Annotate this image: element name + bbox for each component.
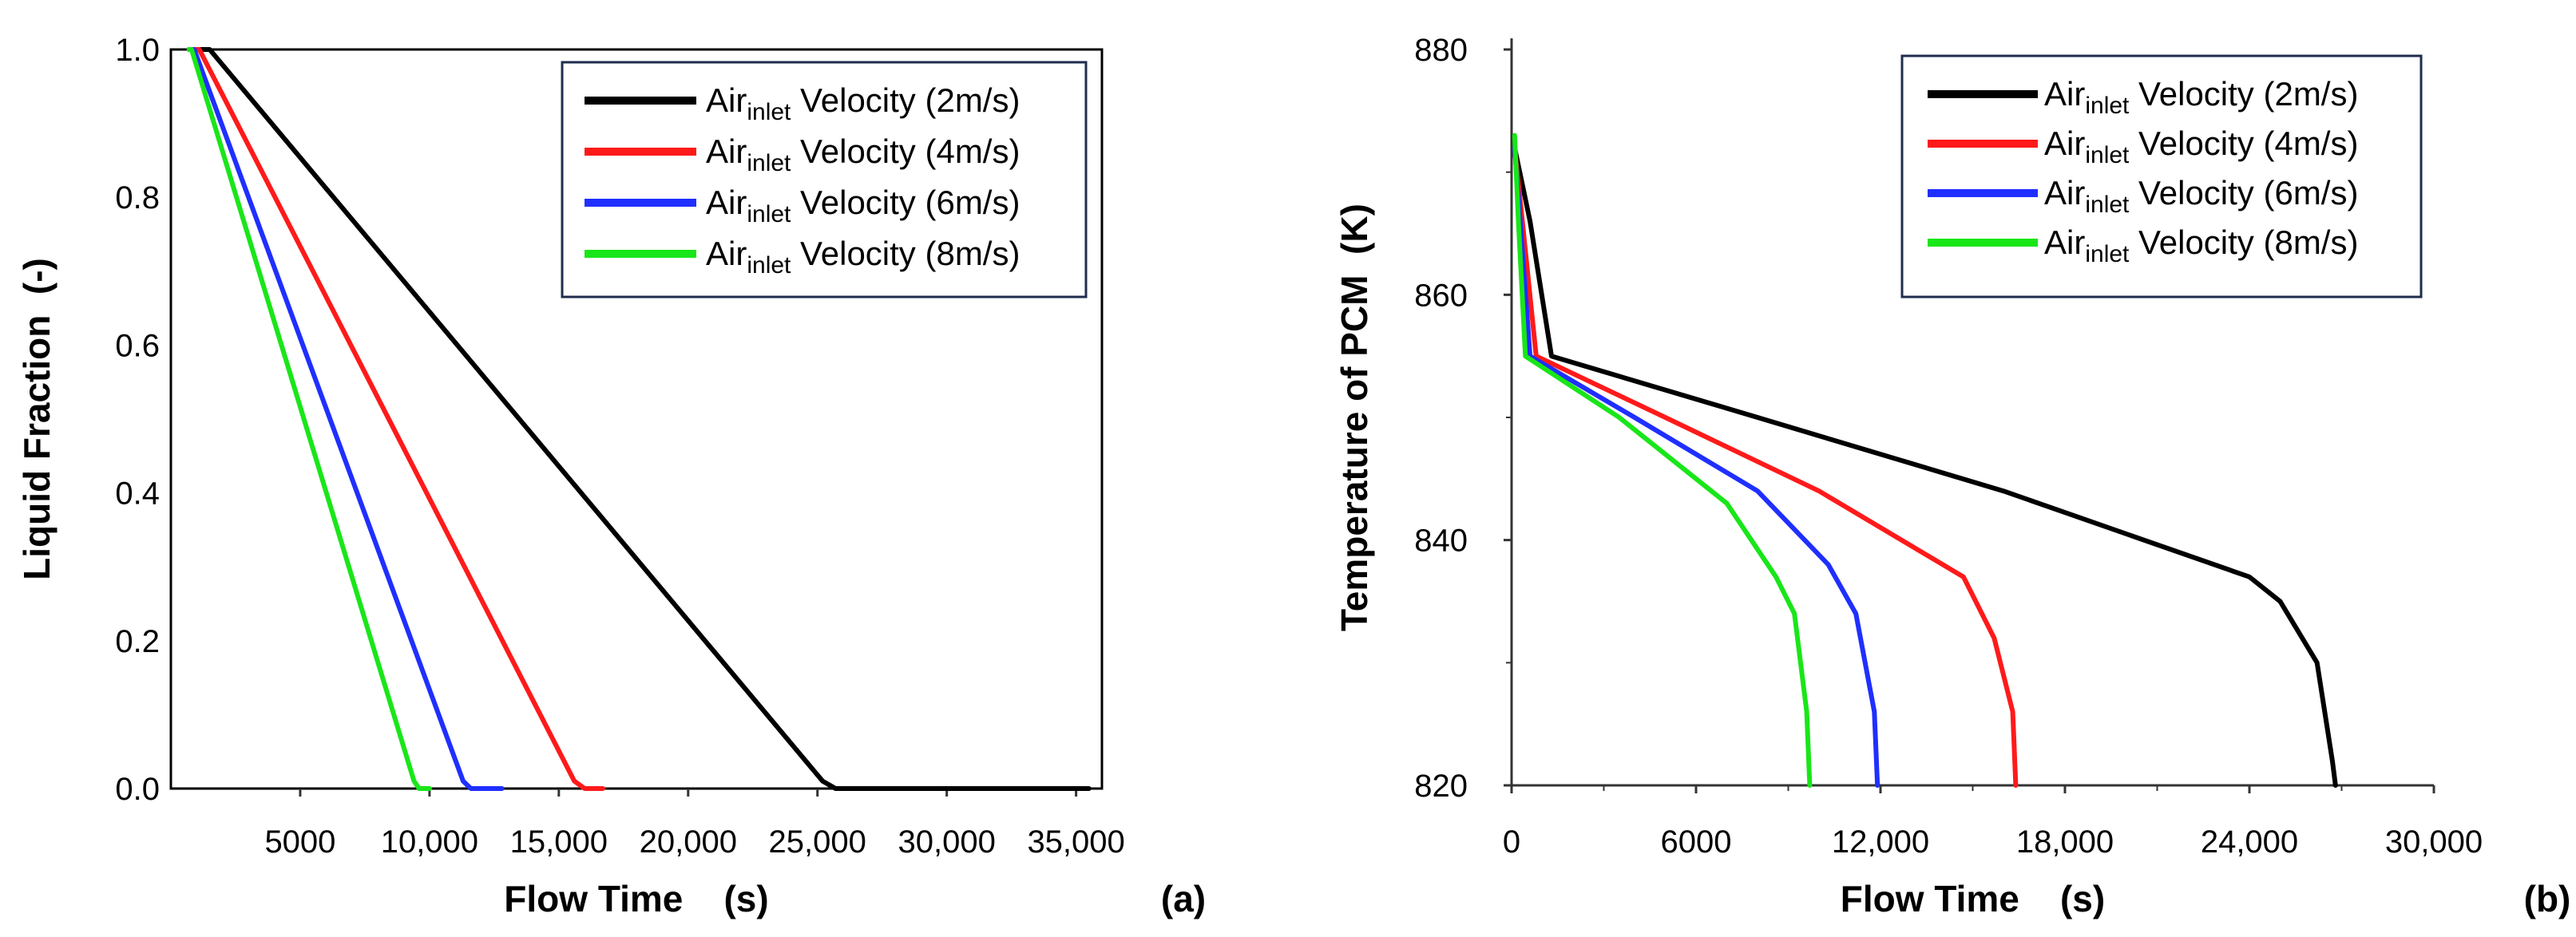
panel-label: (a) (1161, 878, 1206, 919)
x-tick-label: 24,000 (2201, 824, 2298, 860)
series-line (186, 47, 1092, 791)
x-tick-label: 35,000 (1027, 824, 1124, 860)
y-tick-label: 0.6 (115, 328, 160, 363)
x-tick-label: 12,000 (1832, 824, 1929, 860)
x-tick-label: 6000 (1661, 824, 1732, 860)
x-tick-label: 5000 (264, 824, 335, 860)
legend: Airinlet Velocity (2m/s) Airinlet Velocit… (1900, 54, 2423, 298)
y-tick-label: 1.0 (115, 33, 160, 68)
legend-entry: Airinlet Velocity (4m/s) (706, 132, 1020, 176)
legend-entry: Airinlet Velocity (2m/s) (706, 81, 1020, 125)
y-tick-label: 840 (1414, 524, 1468, 559)
x-axis-label: Flow Time (s) (504, 878, 768, 919)
series-line (1512, 144, 2019, 788)
y-tick-label: 0.4 (115, 476, 160, 512)
y-tick-label: 860 (1414, 278, 1468, 313)
y-tick-label: 0.0 (115, 772, 160, 807)
y-axis-label: Temperature of PCM (K) (1334, 204, 1375, 631)
panel-label: (b) (2524, 878, 2571, 919)
chart-panel-b: 820 840 860 880 0 6000 12,000 18,000 24,000 30,00… (1334, 33, 2570, 919)
x-tick-label: 25,000 (769, 824, 866, 860)
series-line (186, 47, 432, 791)
legend-entry: Airinlet Velocity (6m/s) (2044, 174, 2358, 218)
legend-entry: Airinlet Velocity (8m/s) (2044, 223, 2358, 267)
series-line (186, 47, 505, 791)
chart-panel-a: 0.0 0.2 0.4 0.6 0.8 1.0 5000 10,000 15,000 20,000… (16, 33, 1206, 919)
series-line (1512, 144, 2338, 788)
y-tick-label: 0.8 (115, 180, 160, 215)
y-tick-label: 0.2 (115, 624, 160, 659)
x-tick-label: 20,000 (640, 824, 737, 860)
series-line (1512, 132, 1813, 788)
x-tick-label: 18,000 (2016, 824, 2114, 860)
x-tick-label: 15,000 (510, 824, 608, 860)
legend-entry: Airinlet Velocity (6m/s) (706, 184, 1020, 227)
legend-entry: Airinlet Velocity (2m/s) (2044, 75, 2358, 119)
y-tick-label: 820 (1414, 769, 1468, 804)
x-tick-label: 30,000 (2385, 824, 2483, 860)
series-line (186, 47, 605, 791)
legend-entry: Airinlet Velocity (8m/s) (706, 235, 1020, 279)
y-tick-label: 880 (1414, 33, 1468, 68)
legend: Airinlet Velocity (2m/s) Airinlet Velocit… (561, 61, 1088, 298)
x-tick-label: 30,000 (898, 824, 995, 860)
x-tick-label: 10,000 (381, 824, 478, 860)
x-tick-label: 0 (1503, 824, 1520, 860)
series-line (1512, 144, 1880, 788)
plot-frame (169, 48, 1104, 790)
legend-entry: Airinlet Velocity (4m/s) (2044, 125, 2358, 168)
y-axis-label: Liquid Fraction (-) (16, 258, 57, 580)
x-axis-label: Flow Time (s) (1841, 878, 2105, 919)
